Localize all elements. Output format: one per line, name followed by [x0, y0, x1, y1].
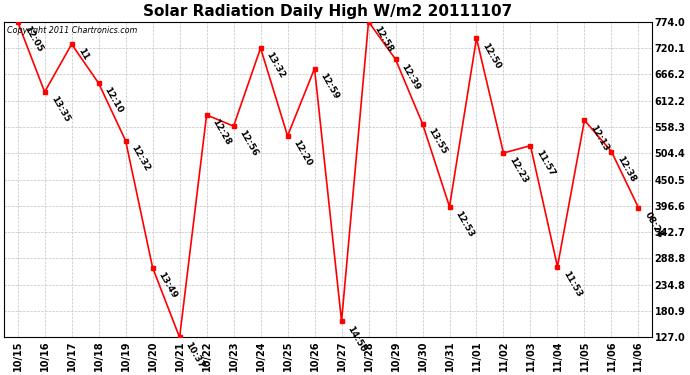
- Text: 12:32: 12:32: [130, 144, 152, 173]
- Text: 12:13: 12:13: [589, 123, 611, 152]
- Text: 14:50: 14:50: [346, 324, 368, 353]
- Text: 13:49: 13:49: [157, 270, 179, 300]
- Text: 08:28: 08:28: [642, 210, 664, 240]
- Text: 12:20: 12:20: [292, 139, 314, 168]
- Text: 12:56: 12:56: [238, 129, 260, 158]
- Text: Copyright 2011 Chartronics.com: Copyright 2011 Chartronics.com: [8, 27, 138, 36]
- Text: 13:55: 13:55: [426, 126, 449, 156]
- Text: 12:23: 12:23: [508, 156, 530, 185]
- Text: 11: 11: [76, 47, 90, 62]
- Text: 12:59: 12:59: [319, 71, 341, 101]
- Text: 12:28: 12:28: [210, 118, 233, 147]
- Text: 12:39: 12:39: [400, 62, 422, 92]
- Text: 12:10: 12:10: [103, 86, 125, 115]
- Text: 10:37: 10:37: [184, 340, 206, 369]
- Text: 12:58: 12:58: [373, 24, 395, 54]
- Title: Solar Radiation Daily High W/m2 20111107: Solar Radiation Daily High W/m2 20111107: [144, 4, 513, 19]
- Text: 13:32: 13:32: [265, 51, 287, 80]
- Text: 12:50: 12:50: [481, 41, 503, 70]
- Text: 11:53: 11:53: [562, 270, 584, 299]
- Text: 13:35: 13:35: [49, 95, 71, 124]
- Text: 12:53: 12:53: [453, 209, 476, 239]
- Text: 12:05: 12:05: [22, 24, 44, 54]
- Text: 11:57: 11:57: [535, 148, 557, 178]
- Text: 12:38: 12:38: [615, 154, 638, 184]
